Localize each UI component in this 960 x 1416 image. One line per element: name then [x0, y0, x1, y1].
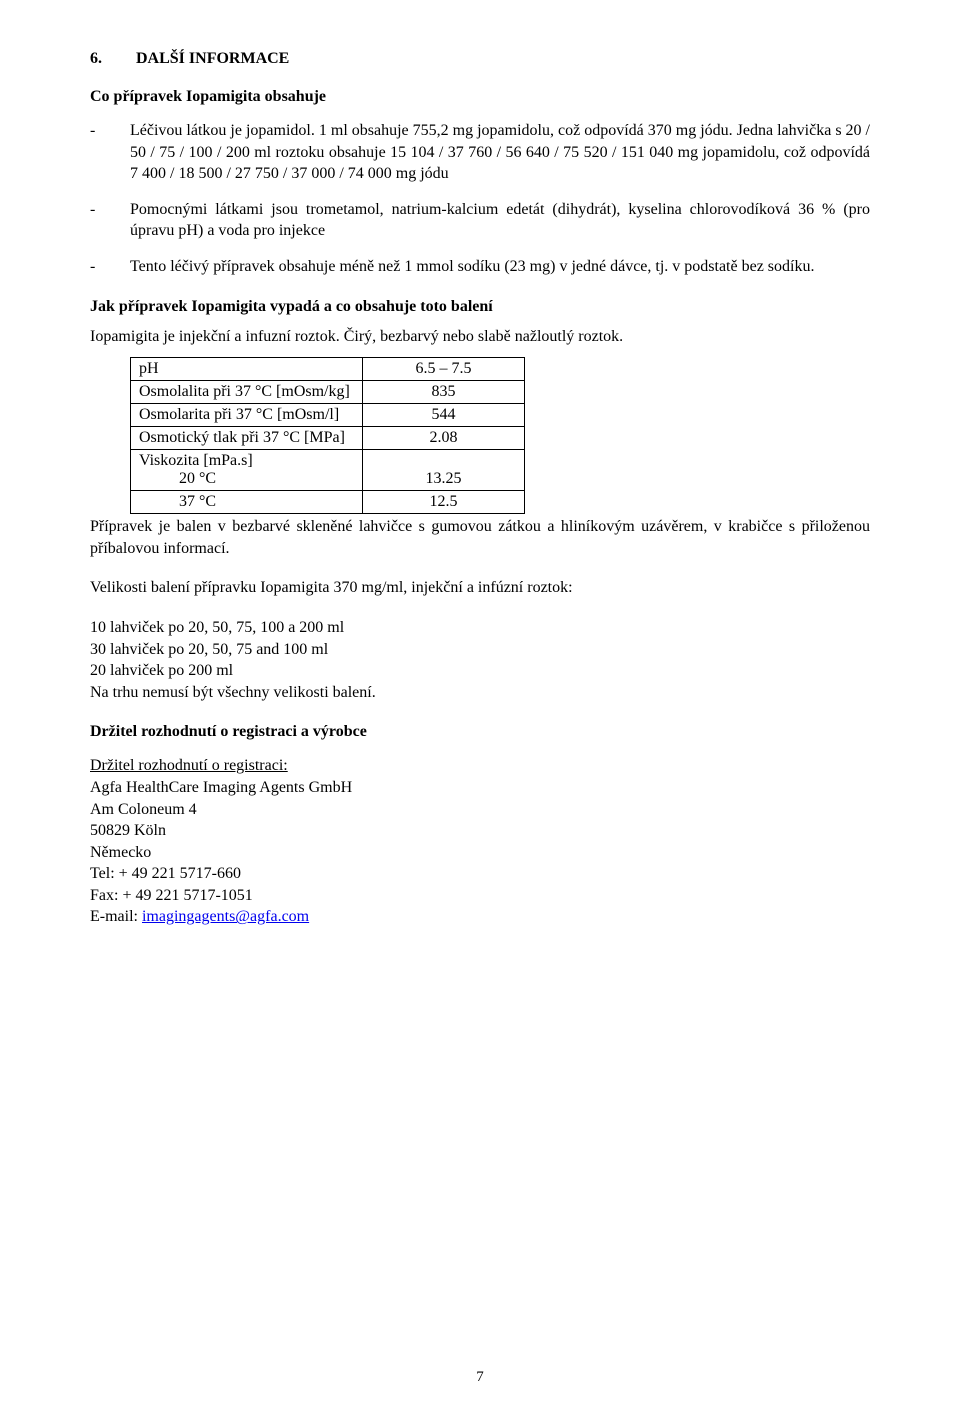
- table-cell-value: 12.5: [363, 491, 525, 514]
- holder-line: Am Coloneum 4: [90, 799, 870, 821]
- email-label: E-mail:: [90, 908, 142, 925]
- viscosity-temp: 20 °C: [179, 470, 216, 488]
- table-row: Osmotický tlak při 37 °C [MPa] 2.08: [131, 427, 525, 450]
- table-row: Viskozita [mPa.s] 20 °C 13.25: [131, 450, 525, 491]
- bullet-item: - Léčivou látkou je jopamidol. 1 ml obsa…: [90, 120, 870, 185]
- holder-title: Držitel rozhodnutí o registraci a výrobc…: [90, 723, 870, 741]
- viscosity-temp: 37 °C: [179, 493, 216, 511]
- bullet-dash: -: [90, 199, 130, 242]
- table-cell-label: Osmotický tlak při 37 °C [MPa]: [131, 427, 363, 450]
- table-cell-value: 835: [363, 381, 525, 404]
- bullet-item: - Pomocnými látkami jsou trometamol, nat…: [90, 199, 870, 242]
- section-heading: 6. DALŠÍ INFORMACE: [90, 50, 870, 68]
- table-cell-label: 37 °C: [131, 491, 363, 514]
- bullet-dash: -: [90, 120, 130, 185]
- table-cell-value: 2.08: [363, 427, 525, 450]
- sizes-line: Na trhu nemusí být všechny velikosti bal…: [90, 682, 870, 704]
- table-cell-label: Osmolalita při 37 °C [mOsm/kg]: [131, 381, 363, 404]
- viscosity-label: Viskozita [mPa.s]: [139, 452, 253, 469]
- holder-line: Agfa HealthCare Imaging Agents GmbH: [90, 777, 870, 799]
- bullet-text: Léčivou látkou je jopamidol. 1 ml obsahu…: [130, 120, 870, 185]
- subheading-contents: Co přípravek Iopamigita obsahuje: [90, 88, 870, 106]
- table-cell-label: Osmolarita při 37 °C [mOsm/l]: [131, 404, 363, 427]
- sizes-intro: Velikosti balení přípravku Iopamigita 37…: [90, 577, 870, 599]
- table-cell-label: Viskozita [mPa.s] 20 °C: [131, 450, 363, 491]
- table-row: Osmolalita při 37 °C [mOsm/kg] 835: [131, 381, 525, 404]
- table-cell-value: 544: [363, 404, 525, 427]
- table-cell-value: 6.5 – 7.5: [363, 358, 525, 381]
- table-row: Osmolarita při 37 °C [mOsm/l] 544: [131, 404, 525, 427]
- packaging-paragraph: Přípravek je balen v bezbarvé skleněné l…: [90, 516, 870, 559]
- table-cell-value: 13.25: [363, 450, 525, 491]
- body-paragraph: Iopamigita je injekční a infuzní roztok.…: [90, 326, 870, 348]
- holder-subtitle: Držitel rozhodnutí o registraci:: [90, 755, 870, 777]
- sizes-line: 30 lahviček po 20, 50, 75 and 100 ml: [90, 639, 870, 661]
- holder-block: Držitel rozhodnutí o registraci: Agfa He…: [90, 755, 870, 928]
- table-row: 37 °C 12.5: [131, 491, 525, 514]
- bullet-text: Pomocnými látkami jsou trometamol, natri…: [130, 199, 870, 242]
- sizes-list: 10 lahviček po 20, 50, 75, 100 a 200 ml …: [90, 617, 870, 703]
- section-number: 6.: [90, 50, 102, 68]
- sizes-line: 20 lahviček po 200 ml: [90, 660, 870, 682]
- table-cell-label: pH: [131, 358, 363, 381]
- holder-email-line: E-mail: imagingagents@agfa.com: [90, 906, 870, 928]
- holder-line: 50829 Köln: [90, 820, 870, 842]
- subheading-appearance: Jak přípravek Iopamigita vypadá a co obs…: [90, 298, 870, 316]
- properties-table: pH 6.5 – 7.5 Osmolalita při 37 °C [mOsm/…: [130, 357, 525, 514]
- section-title: DALŠÍ INFORMACE: [136, 50, 289, 68]
- bullet-text: Tento léčivý přípravek obsahuje méně než…: [130, 256, 870, 278]
- email-link[interactable]: imagingagents@agfa.com: [142, 908, 309, 925]
- bullet-item: - Tento léčivý přípravek obsahuje méně n…: [90, 256, 870, 278]
- holder-line: Tel: + 49 221 5717-660: [90, 863, 870, 885]
- page-number: 7: [0, 1369, 960, 1386]
- holder-line: Německo: [90, 842, 870, 864]
- bullet-dash: -: [90, 256, 130, 278]
- sizes-line: 10 lahviček po 20, 50, 75, 100 a 200 ml: [90, 617, 870, 639]
- table-row: pH 6.5 – 7.5: [131, 358, 525, 381]
- holder-line: Fax: + 49 221 5717-1051: [90, 885, 870, 907]
- document-page: 6. DALŠÍ INFORMACE Co přípravek Iopamigi…: [0, 0, 960, 1416]
